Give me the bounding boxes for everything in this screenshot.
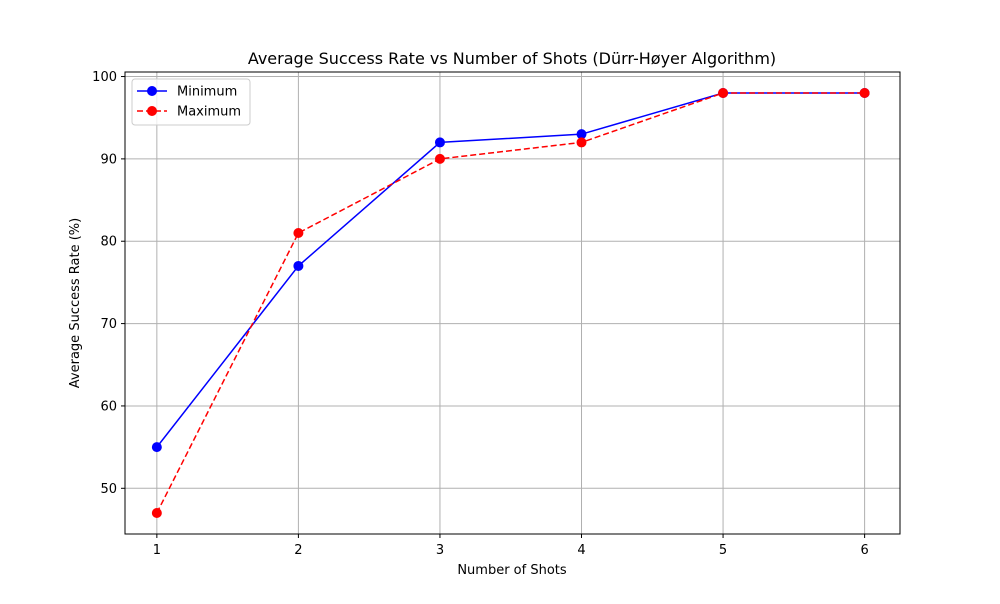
series-line-maximum xyxy=(156,92,865,514)
data-point-maximum xyxy=(434,153,445,164)
data-point-minimum xyxy=(151,442,162,453)
data-point-maximum xyxy=(576,137,587,148)
x-tick-label: 2 xyxy=(294,543,302,558)
data-point-maximum xyxy=(151,508,162,518)
y-tick-label: 70 xyxy=(100,317,117,332)
x-tick-label: 3 xyxy=(436,543,444,558)
x-axis-ticks: 1 2 3 4 5 6 xyxy=(153,534,869,558)
x-tick-label: 4 xyxy=(577,543,585,558)
legend-marker-maximum xyxy=(147,106,157,116)
x-axis-label: Number of Shots xyxy=(457,563,567,578)
y-tick-label: 100 xyxy=(92,70,117,85)
data-point-minimum xyxy=(576,129,587,140)
legend-label-maximum: Maximum xyxy=(177,105,241,120)
plot-frame xyxy=(124,71,901,535)
data-point-maximum xyxy=(859,88,870,98)
x-tick-label: 5 xyxy=(719,543,727,558)
data-point-minimum xyxy=(434,137,445,148)
legend-label-minimum: Minimum xyxy=(177,85,237,100)
y-tick-label: 60 xyxy=(100,399,117,414)
series-layer xyxy=(151,88,870,518)
legend: Minimum Maximum xyxy=(131,78,251,126)
y-axis-label: Average Success Rate (%) xyxy=(68,218,83,388)
data-point-maximum xyxy=(718,88,729,98)
y-axis-ticks: 50 60 70 80 90 100 xyxy=(92,70,125,497)
legend-marker-minimum xyxy=(147,86,157,96)
y-tick-label: 80 xyxy=(100,235,117,250)
data-point-minimum xyxy=(293,260,304,271)
series-line-minimum xyxy=(156,92,865,448)
x-tick-label: 1 xyxy=(153,543,161,558)
x-tick-label: 6 xyxy=(860,543,868,558)
grid-lines xyxy=(125,72,900,534)
data-point-maximum xyxy=(293,228,304,238)
y-tick-label: 90 xyxy=(100,152,117,167)
chart-title: Average Success Rate vs Number of Shots … xyxy=(248,49,776,68)
y-tick-label: 50 xyxy=(100,482,117,497)
